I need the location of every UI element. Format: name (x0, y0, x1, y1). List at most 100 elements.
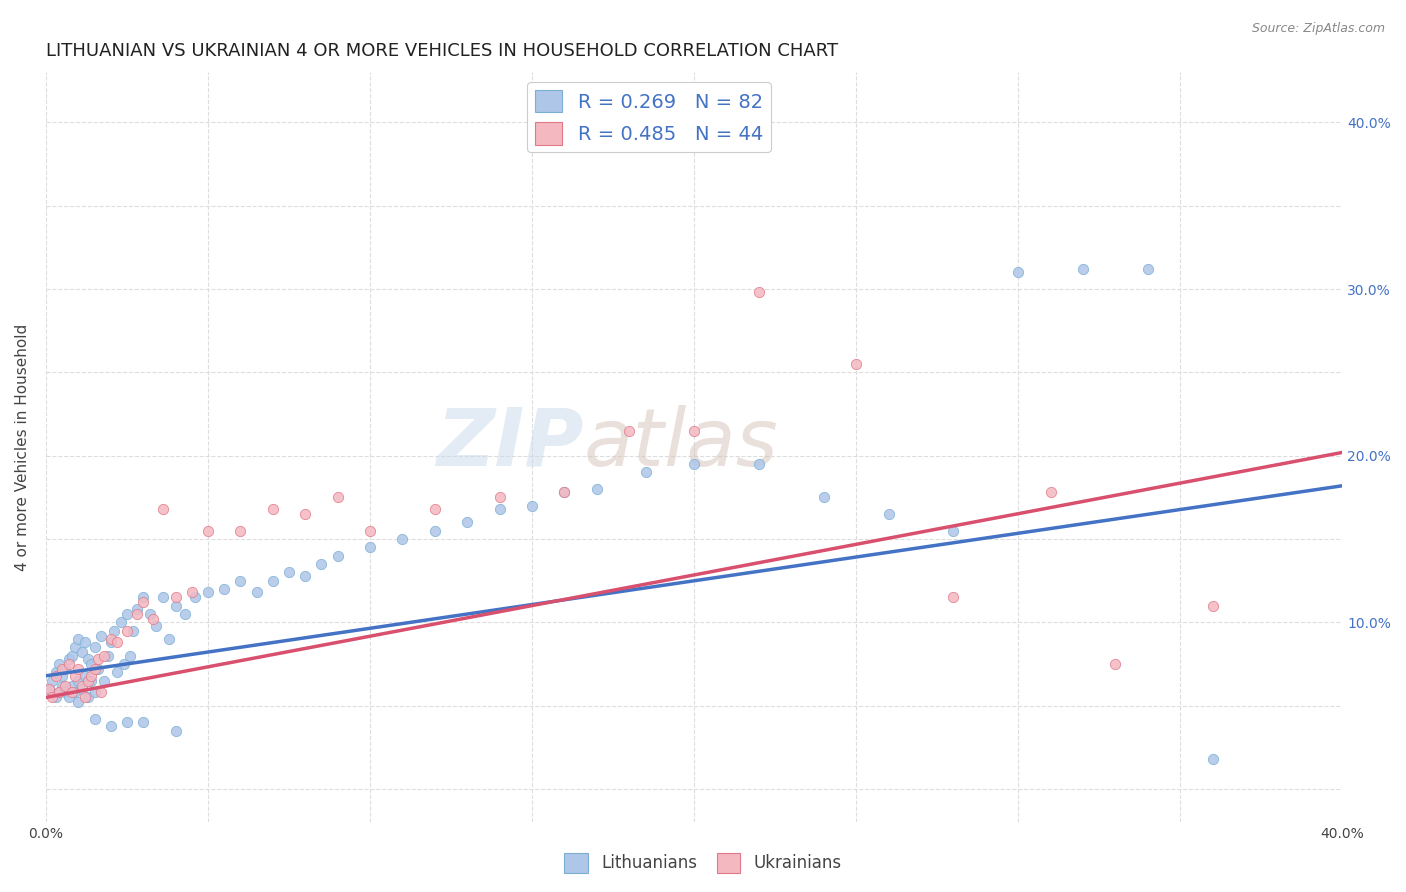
Point (262, 502, 284, 516)
Point (197, 524, 219, 538)
Point (51, 662, 73, 676)
Text: LITHUANIAN VS UKRAINIAN 4 OR MORE VEHICLES IN HOUSEHOLD CORRELATION CHART: LITHUANIAN VS UKRAINIAN 4 OR MORE VEHICL… (46, 42, 838, 60)
Point (165, 723, 187, 738)
Point (73, 690, 96, 705)
Point (1201, 752, 1223, 766)
Point (246, 585, 269, 599)
Legend: Lithuanians, Ukrainians: Lithuanians, Ukrainians (558, 847, 848, 880)
Point (48, 685, 70, 699)
Text: ZIP: ZIP (436, 405, 583, 483)
Point (125, 602, 148, 616)
Point (100, 719, 122, 733)
Legend: R = 0.269   N = 82, R = 0.485   N = 44: R = 0.269 N = 82, R = 0.485 N = 44 (527, 82, 770, 153)
Point (55, 679, 77, 693)
Point (174, 607, 197, 621)
Point (51, 679, 73, 693)
Point (294, 568, 316, 582)
Point (58, 652, 80, 666)
Point (96, 648, 118, 663)
Point (41, 673, 63, 688)
Point (70, 645, 93, 659)
Point (278, 566, 301, 580)
Point (87, 652, 110, 666)
Point (152, 591, 174, 605)
Point (132, 595, 155, 609)
Point (262, 574, 284, 588)
Point (456, 516, 478, 530)
Point (93, 673, 115, 688)
Point (83, 712, 105, 726)
Point (38, 682, 60, 697)
Point (67, 696, 90, 710)
Point (145, 619, 167, 633)
Point (77, 652, 100, 666)
Point (48, 657, 70, 672)
Point (157, 632, 180, 646)
Point (80, 673, 103, 688)
Point (60, 648, 83, 663)
Point (212, 582, 235, 596)
Point (48, 685, 70, 699)
Point (359, 541, 381, 555)
Y-axis label: 4 or more Vehicles in Household: 4 or more Vehicles in Household (15, 324, 30, 571)
Point (942, 591, 965, 605)
Point (553, 485, 575, 500)
Point (142, 612, 165, 626)
Point (1104, 657, 1126, 672)
Text: atlas: atlas (583, 405, 779, 483)
Point (67, 632, 90, 646)
Point (165, 599, 187, 613)
Point (73, 669, 96, 683)
Point (115, 607, 138, 621)
Point (93, 648, 115, 663)
Point (105, 665, 128, 680)
Point (229, 524, 252, 538)
Point (87, 662, 110, 676)
Point (748, 285, 770, 300)
Point (60, 685, 83, 699)
Point (311, 557, 333, 571)
Point (877, 507, 900, 521)
Point (80, 657, 103, 672)
Point (229, 574, 252, 588)
Point (488, 502, 510, 516)
Point (83, 685, 105, 699)
Point (138, 607, 160, 621)
Point (683, 457, 706, 471)
Point (55, 685, 77, 699)
Point (51, 669, 73, 683)
Point (586, 482, 609, 496)
Point (70, 682, 93, 697)
Point (1136, 262, 1159, 277)
Text: Source: ZipAtlas.com: Source: ZipAtlas.com (1251, 22, 1385, 36)
Point (90, 685, 112, 699)
Point (553, 485, 575, 500)
Point (45, 665, 67, 680)
Point (634, 466, 657, 480)
Point (58, 657, 80, 672)
Point (423, 524, 446, 538)
Point (100, 635, 122, 649)
Point (77, 690, 100, 705)
Point (184, 591, 207, 605)
Point (619, 424, 641, 438)
Point (1007, 265, 1029, 279)
Point (45, 669, 67, 683)
Point (63, 640, 86, 655)
Point (326, 549, 349, 563)
Point (45, 690, 67, 705)
Point (83, 662, 105, 676)
Point (488, 491, 510, 505)
Point (105, 635, 128, 649)
Point (115, 624, 138, 638)
Point (110, 615, 132, 630)
Point (60, 679, 83, 693)
Point (112, 657, 135, 672)
Point (125, 607, 148, 621)
Point (1201, 599, 1223, 613)
Point (58, 690, 80, 705)
Point (942, 524, 965, 538)
Point (423, 502, 446, 516)
Point (813, 491, 835, 505)
Point (122, 624, 145, 638)
